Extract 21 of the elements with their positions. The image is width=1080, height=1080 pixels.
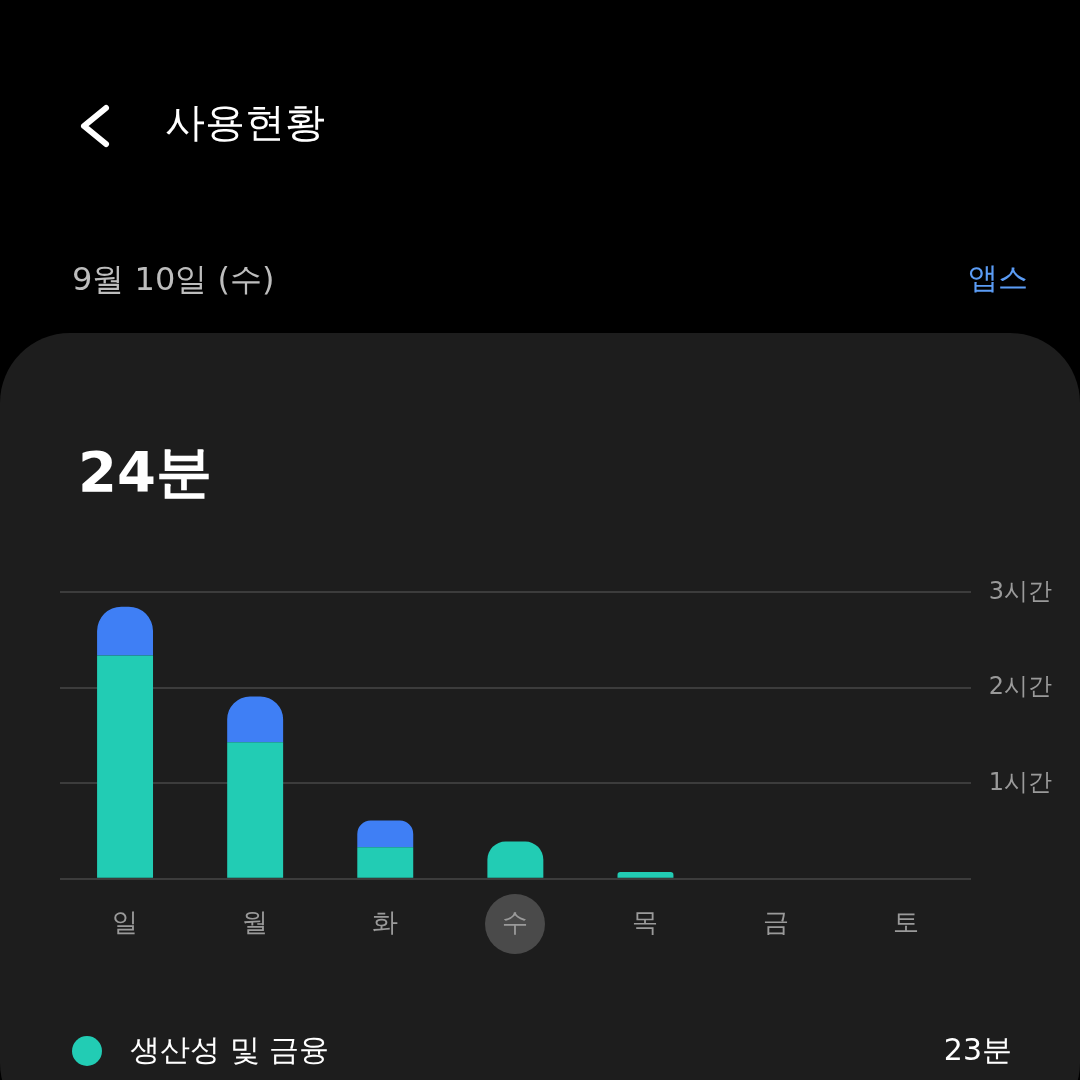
- chart-subtitle: 9월 10일 (수): [72, 259, 275, 300]
- text: 23분: [943, 1031, 1012, 1069]
- bar: [227, 742, 284, 878]
- text: 24분: [78, 438, 212, 506]
- legend-label: 생산성 및 금융: [130, 1031, 330, 1069]
- y-tick-label: 1시간: [988, 767, 1053, 796]
- bar: [617, 872, 674, 878]
- x-tick-label: 금: [762, 907, 789, 938]
- chart-title: 사용현황: [165, 98, 325, 147]
- y-tick-label: 3시간: [988, 576, 1053, 605]
- bar: [97, 655, 154, 878]
- x-tick-label: 목: [632, 907, 659, 938]
- y-tick-label: 2시간: [988, 672, 1053, 701]
- x-tick-label: 수: [502, 907, 529, 938]
- bar: [357, 847, 414, 878]
- x-tick-label: 월: [242, 907, 269, 938]
- x-tick-label: 화: [372, 907, 399, 938]
- x-tick-label: 일: [112, 907, 139, 938]
- x-tick-label: 토: [892, 907, 919, 938]
- text: 앱스: [968, 259, 1028, 297]
- bar: [357, 820, 414, 848]
